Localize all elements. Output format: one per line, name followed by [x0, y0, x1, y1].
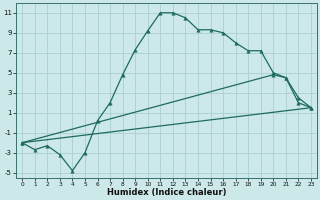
X-axis label: Humidex (Indice chaleur): Humidex (Indice chaleur)	[107, 188, 226, 197]
